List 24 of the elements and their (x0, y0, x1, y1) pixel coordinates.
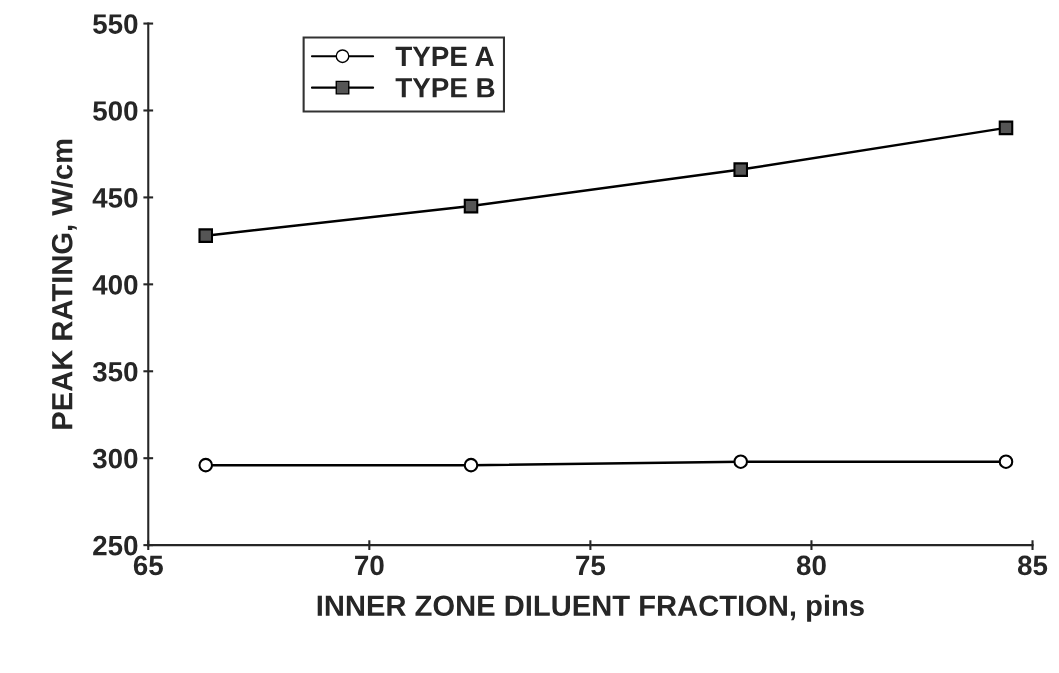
point (998, 454, 1014, 469)
point (998, 120, 1014, 136)
point (463, 457, 479, 473)
point (198, 228, 214, 243)
point (463, 198, 479, 214)
y-tick-label: 250 (93, 535, 138, 556)
point (733, 454, 749, 469)
y-tick-label: 350 (92, 361, 138, 382)
legend-label: TYPE A (395, 46, 494, 66)
y-tick-label: 550 (93, 14, 138, 34)
y-tick-label: 400 (92, 275, 138, 295)
y-tick-label: 300 (92, 448, 138, 469)
point (198, 457, 214, 473)
x-tick-label: 70 (355, 555, 384, 576)
point (733, 162, 749, 177)
y-tick-label: 450 (92, 188, 138, 208)
y-axis-title: PEAK RATING, W/cm (51, 139, 77, 429)
x-tick-label: 85 (1017, 555, 1048, 576)
y-tick-label: 500 (93, 101, 138, 121)
x-tick-label: 80 (796, 555, 826, 576)
legend-label: TYPE B (395, 78, 495, 98)
x-tick-label: 75 (576, 555, 606, 576)
x-axis-title: INNER ZONE DILUENT FRACTION, pins (317, 594, 864, 622)
x-tick-label: 65 (133, 555, 163, 576)
